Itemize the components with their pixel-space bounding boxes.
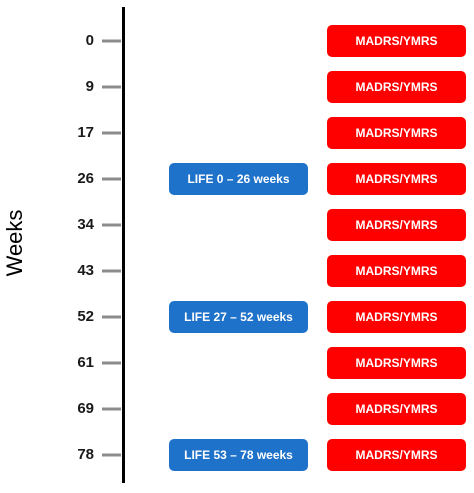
madrs-ymrs-box: MADRS/YMRS <box>327 255 466 287</box>
life-interview-box: LIFE 27 – 52 weeks <box>169 301 308 333</box>
madrs-ymrs-box: MADRS/YMRS <box>327 25 466 57</box>
week-label: 0 <box>85 32 94 49</box>
week-label: 78 <box>77 446 94 463</box>
week-label: 52 <box>77 308 94 325</box>
week-tick-mark <box>102 315 121 319</box>
week-tick-mark <box>102 453 121 457</box>
madrs-ymrs-box: MADRS/YMRS <box>327 117 466 149</box>
life-interview-box: LIFE 0 – 26 weeks <box>169 163 308 195</box>
week-tick-mark <box>102 39 121 43</box>
week-label: 34 <box>77 216 94 233</box>
week-label: 17 <box>77 124 94 141</box>
life-interview-box: LIFE 53 – 78 weeks <box>169 439 308 471</box>
week-tick-mark <box>102 407 121 411</box>
madrs-ymrs-box: MADRS/YMRS <box>327 393 466 425</box>
week-label: 9 <box>85 78 94 95</box>
week-label: 61 <box>77 354 94 371</box>
timeline-axis-line <box>122 7 125 483</box>
week-label: 26 <box>77 170 94 187</box>
axis-title: Weeks <box>2 209 27 277</box>
week-tick-mark <box>102 177 121 181</box>
week-tick-mark <box>102 223 121 227</box>
week-tick-mark <box>102 85 121 89</box>
madrs-ymrs-box: MADRS/YMRS <box>327 71 466 103</box>
week-tick-mark <box>102 131 121 135</box>
madrs-ymrs-box: MADRS/YMRS <box>327 439 466 471</box>
madrs-ymrs-box: MADRS/YMRS <box>327 347 466 379</box>
week-tick-mark <box>102 361 121 365</box>
week-label: 69 <box>77 400 94 417</box>
madrs-ymrs-box: MADRS/YMRS <box>327 163 466 195</box>
week-label: 43 <box>77 262 94 279</box>
madrs-ymrs-box: MADRS/YMRS <box>327 301 466 333</box>
madrs-ymrs-box: MADRS/YMRS <box>327 209 466 241</box>
week-tick-mark <box>102 269 121 273</box>
